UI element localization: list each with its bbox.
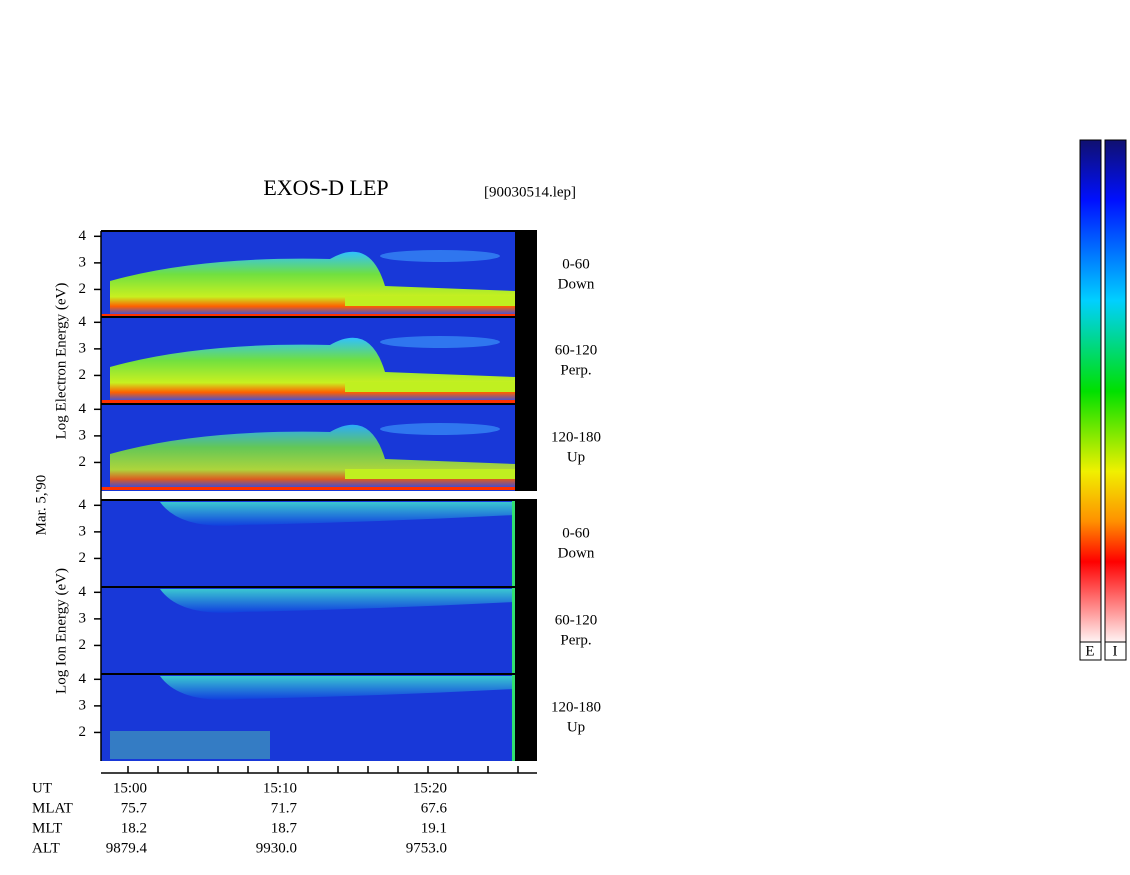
- spectrogram-nodata: [515, 674, 537, 761]
- spectrogram-nodata: [515, 500, 537, 587]
- ephemeris-label: MLT: [32, 820, 62, 836]
- spectrogram-band: [101, 314, 515, 317]
- panel-angle: 120-180: [551, 699, 601, 715]
- panel-angle: 60-120: [555, 342, 598, 358]
- colorbar-e: [1079, 139, 1102, 643]
- y-tick-label: 3: [79, 254, 87, 270]
- colorbar-i: [1104, 139, 1127, 643]
- ephemeris-value: 15:20: [413, 780, 447, 796]
- ephemeris-value: 9753.0: [406, 840, 447, 856]
- time-ticks: [127, 766, 519, 773]
- panel-direction: Perp.: [560, 632, 591, 648]
- colorbar-label: E: [1085, 643, 1094, 659]
- spectrogram-band: [110, 731, 270, 759]
- panel-angle: 60-120: [555, 612, 598, 628]
- spectrogram-band: [380, 336, 500, 348]
- spectrogram-band: [512, 587, 517, 674]
- y-tick-label: 4: [79, 314, 87, 330]
- y-tick-label: 2: [79, 367, 87, 383]
- panel-angle: 0-60: [562, 525, 590, 541]
- y-tick-label: 2: [79, 454, 87, 470]
- y-tick-label: 2: [79, 724, 87, 740]
- spectrogram-nodata: [515, 587, 537, 674]
- panel-direction: Up: [567, 719, 585, 735]
- spectrogram-band: [160, 676, 515, 700]
- spectrogram-nodata: [515, 231, 537, 318]
- spectrogram-nodata: [515, 317, 537, 404]
- title: EXOS-D LEP: [263, 175, 388, 200]
- spectrogram-band: [160, 502, 515, 526]
- y-tick-label: 3: [79, 427, 87, 443]
- colorbar-e-box: [1079, 641, 1102, 661]
- spectrogram-band: [512, 674, 517, 761]
- date: Mar. 5,'90: [33, 475, 49, 536]
- panel-angle: 120-180: [551, 429, 601, 445]
- y-tick-label: 4: [79, 584, 87, 600]
- spectrograms: 2 3 4 0-60 Down 2 3 4 60-120 Perp. 2 3 4 120-180 Up 2 3 4…: [79, 228, 601, 761]
- spectrogram-nodata: [515, 404, 537, 491]
- y-tick-label: 4: [79, 497, 87, 513]
- ephemeris-label: MLAT: [32, 800, 73, 816]
- spectrogram-band: [380, 250, 500, 262]
- ephemeris-value: 71.7: [271, 800, 298, 816]
- spectrogram-band: [345, 382, 515, 392]
- ephemeris-value: 9930.0: [256, 840, 297, 856]
- y-tick-label: 2: [79, 281, 87, 297]
- y-tick-label: 2: [79, 550, 87, 566]
- panel-direction: Down: [558, 276, 595, 292]
- spectrogram-band: [345, 469, 515, 479]
- ephemeris-label: ALT: [32, 840, 60, 856]
- ephemeris-value: 75.7: [121, 800, 148, 816]
- spectrogram-band: [101, 400, 515, 403]
- ephemeris-value: 9879.4: [106, 840, 148, 856]
- colorbar-i-box: [1104, 641, 1127, 661]
- ephemeris-label: UT: [32, 780, 52, 796]
- ephemeris-value: 15:00: [113, 780, 147, 796]
- spectrogram-band: [101, 487, 515, 490]
- panel-direction: Perp.: [560, 362, 591, 378]
- spectrogram-band: [512, 500, 517, 587]
- electron-ylabel: Log Electron Energy (eV): [53, 283, 69, 440]
- ephemeris-value: 67.6: [421, 800, 448, 816]
- ephemeris: UT 15:00 15:10 15:20 MLAT 75.7 71.7 67.6 MLT 18.2…: [32, 780, 448, 856]
- y-tick-label: 3: [79, 523, 87, 539]
- file-name: [90030514.lep]: [484, 184, 576, 200]
- y-tick-label: 3: [79, 610, 87, 626]
- y-tick-label: 4: [79, 671, 87, 687]
- ephemeris-value: 18.2: [121, 820, 147, 836]
- panel-direction: Up: [567, 449, 585, 465]
- panel-angle: 0-60: [562, 256, 590, 272]
- ephemeris-value: 15:10: [263, 780, 297, 796]
- y-tick-label: 4: [79, 401, 87, 417]
- ion-ylabel: Log Ion Energy (eV): [53, 568, 69, 694]
- colorbar-label: I: [1113, 643, 1118, 659]
- y-tick-label: 3: [79, 340, 87, 356]
- y-tick-label: 4: [79, 228, 87, 244]
- y-tick-label: 2: [79, 637, 87, 653]
- ephemeris-value: 18.7: [271, 820, 298, 836]
- y-tick-label: 3: [79, 697, 87, 713]
- ephemeris-value: 19.1: [421, 820, 447, 836]
- spectrogram-band: [345, 296, 515, 306]
- spectrogram-band: [160, 589, 515, 613]
- spectrogram-band: [380, 423, 500, 435]
- panel-direction: Down: [558, 545, 595, 561]
